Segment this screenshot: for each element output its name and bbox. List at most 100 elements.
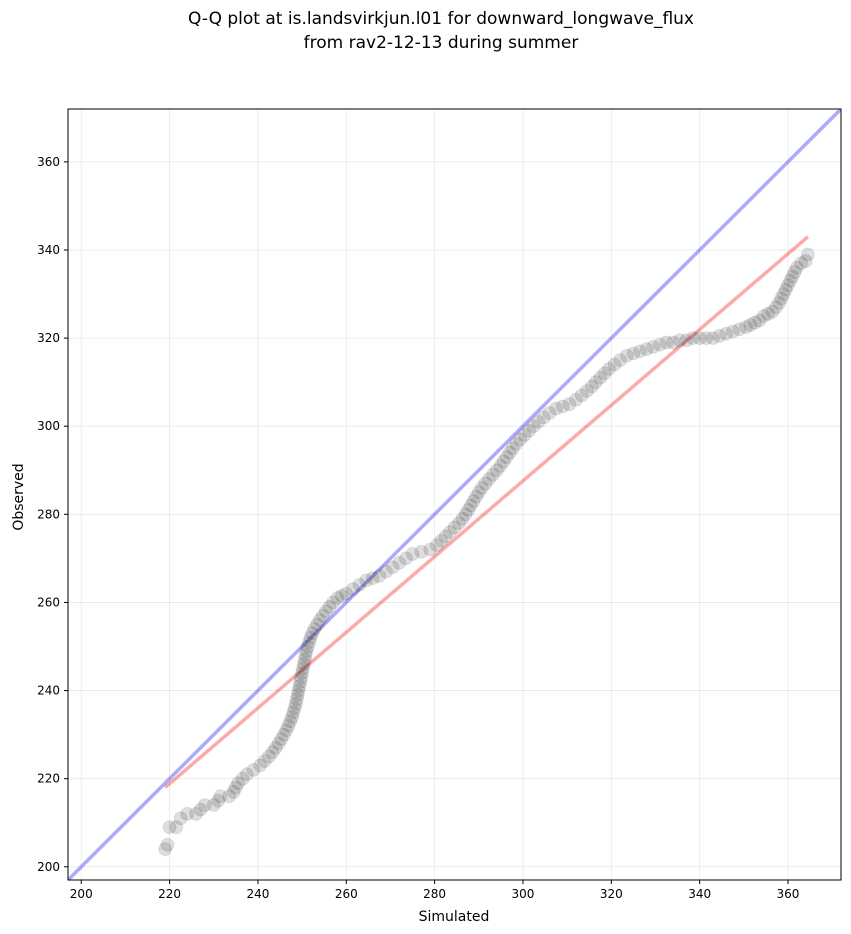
qq-point: [447, 520, 462, 535]
qq-point: [222, 789, 237, 804]
qq-point: [463, 498, 478, 513]
qq-point: [481, 472, 496, 487]
qq-point: [602, 361, 617, 376]
gridlines: [68, 109, 841, 880]
qq-point: [607, 357, 622, 372]
qq-point: [517, 428, 532, 443]
qq-point: [274, 732, 289, 747]
y-axis-label: Observed: [11, 463, 27, 530]
qq-point: [458, 507, 473, 522]
qq-point: [776, 287, 791, 302]
qq-point: [739, 320, 754, 335]
qq-point: [193, 802, 208, 817]
qq-point: [315, 608, 330, 623]
qq-point: [555, 399, 570, 414]
qq-point: [443, 524, 458, 539]
qq-point: [189, 806, 204, 821]
qq-point: [197, 798, 212, 813]
chart-title-line-1: Q-Q plot at is.landsvirkjun.l01 for down…: [188, 9, 694, 29]
qq-point: [451, 516, 466, 531]
qq-point: [646, 339, 661, 354]
qq-point: [359, 573, 374, 588]
qq-point: [679, 333, 694, 348]
qq-point: [405, 546, 420, 561]
qq-point: [330, 591, 345, 606]
y-tick-label: 240: [37, 684, 60, 698]
qq-point: [334, 588, 349, 603]
qq-point: [772, 295, 787, 310]
qq-point: [474, 480, 489, 495]
qq-point: [423, 542, 438, 557]
qq-point: [542, 405, 557, 420]
qq-point: [180, 806, 195, 821]
qq-point: [756, 309, 771, 324]
qq-point: [455, 511, 470, 526]
x-tick-label: 360: [777, 887, 800, 901]
qq-point: [265, 745, 280, 760]
qq-point: [345, 582, 360, 597]
qq-point: [633, 344, 648, 359]
qq-point: [699, 331, 714, 346]
qq-point: [626, 346, 641, 361]
qq-point: [747, 315, 762, 330]
qq-point: [489, 463, 504, 478]
y-tick-label: 300: [37, 419, 60, 433]
qq-point: [286, 705, 301, 720]
qq-point: [160, 837, 175, 852]
qq-point: [287, 701, 302, 716]
one-to-one-line: [68, 109, 841, 880]
qq-point: [597, 366, 612, 381]
qq-point: [719, 326, 734, 341]
qq-point: [752, 313, 767, 328]
qq-point: [672, 333, 687, 348]
qq-point: [496, 454, 511, 469]
qq-point: [513, 432, 528, 447]
x-axis-label: Simulated: [419, 909, 490, 925]
qq-point: [290, 687, 305, 702]
qq-point: [652, 337, 667, 352]
qq-point: [666, 335, 681, 350]
qq-point: [289, 692, 304, 707]
axes-frame: [67, 108, 842, 881]
qq-point: [312, 613, 327, 628]
chart-title-line-2: from rav2-12-13 during summer: [304, 33, 579, 53]
qq-point: [276, 727, 291, 742]
y-tick-label: 320: [37, 331, 60, 345]
qq-point: [783, 273, 798, 288]
qq-point: [226, 784, 241, 799]
qq-point: [326, 595, 341, 610]
qq-point: [296, 657, 311, 672]
qq-point: [294, 670, 309, 685]
qq-point: [206, 798, 221, 813]
qq-point: [302, 635, 317, 650]
qq-point: [505, 441, 520, 456]
qq-point: [778, 282, 793, 297]
qq-point: [686, 331, 701, 346]
qq-point: [298, 648, 313, 663]
reference-lines: [68, 109, 841, 880]
qq-point: [253, 758, 268, 773]
qq-point: [725, 324, 740, 339]
qq-point: [372, 569, 387, 584]
qq-point: [279, 723, 294, 738]
qq-point: [471, 485, 486, 500]
x-tick-label: 320: [600, 887, 623, 901]
qq-point: [310, 617, 325, 632]
qq-point: [562, 397, 577, 412]
qq-point: [162, 820, 177, 835]
qq-point: [239, 767, 254, 782]
qq-point: [305, 626, 320, 641]
qq-point: [392, 555, 407, 570]
qq-point: [619, 348, 634, 363]
qq-point: [761, 306, 776, 321]
qq-point: [794, 256, 809, 271]
x-tick-label: 200: [70, 887, 93, 901]
qq-point: [785, 269, 800, 284]
qq-point: [509, 436, 524, 451]
x-tick-label: 300: [512, 887, 535, 901]
qq-point: [291, 683, 306, 698]
qq-point: [398, 551, 413, 566]
qq-point: [526, 419, 541, 434]
quantile-points: [158, 247, 815, 857]
qq-point: [322, 599, 337, 614]
